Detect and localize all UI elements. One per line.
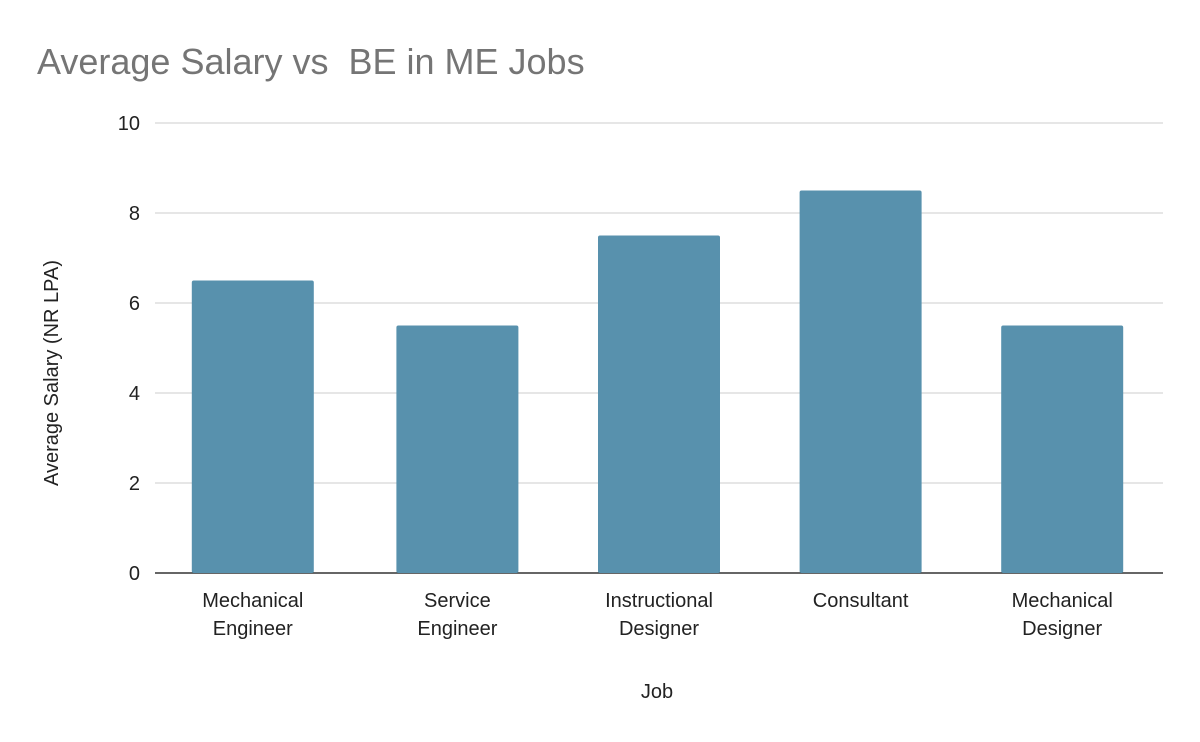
x-tick-label-line: Engineer	[417, 618, 497, 640]
y-tick-label: 0	[129, 563, 140, 585]
y-tick-label: 10	[118, 113, 140, 135]
chart-title: Average Salary vs BE in ME Jobs	[37, 41, 585, 82]
x-tick-label-line: Designer	[1022, 618, 1102, 640]
x-tick-label: Mechanical Designer	[1012, 590, 1113, 640]
y-tick-label: 4	[129, 383, 140, 405]
x-tick-label: Consultant	[813, 590, 909, 612]
x-tick-label: Instructional Designer	[605, 590, 713, 640]
y-tick-label: 6	[129, 293, 140, 315]
bar	[598, 235, 720, 573]
y-tick-label: 2	[129, 473, 140, 495]
x-tick-label-line: Mechanical	[202, 590, 303, 612]
bar	[799, 190, 922, 573]
x-tick-label: Service Engineer	[417, 590, 497, 640]
x-tick-label: Mechanical Engineer	[202, 590, 303, 640]
x-tick-label-line: Engineer	[213, 618, 293, 640]
x-tick-label-line: Service	[424, 590, 491, 612]
bar	[1001, 325, 1124, 573]
x-tick-label-line: Designer	[619, 618, 699, 640]
bar	[191, 280, 314, 573]
x-tick-label-line: Consultant	[813, 590, 909, 612]
x-tick-label-line: Mechanical	[1012, 590, 1113, 612]
bar	[396, 325, 519, 573]
y-tick-label: 8	[129, 203, 140, 225]
x-axis-label: Job	[641, 681, 673, 703]
y-axis-label: Average Salary (NR LPA)	[41, 260, 63, 486]
x-tick-label-line: Instructional	[605, 590, 713, 612]
